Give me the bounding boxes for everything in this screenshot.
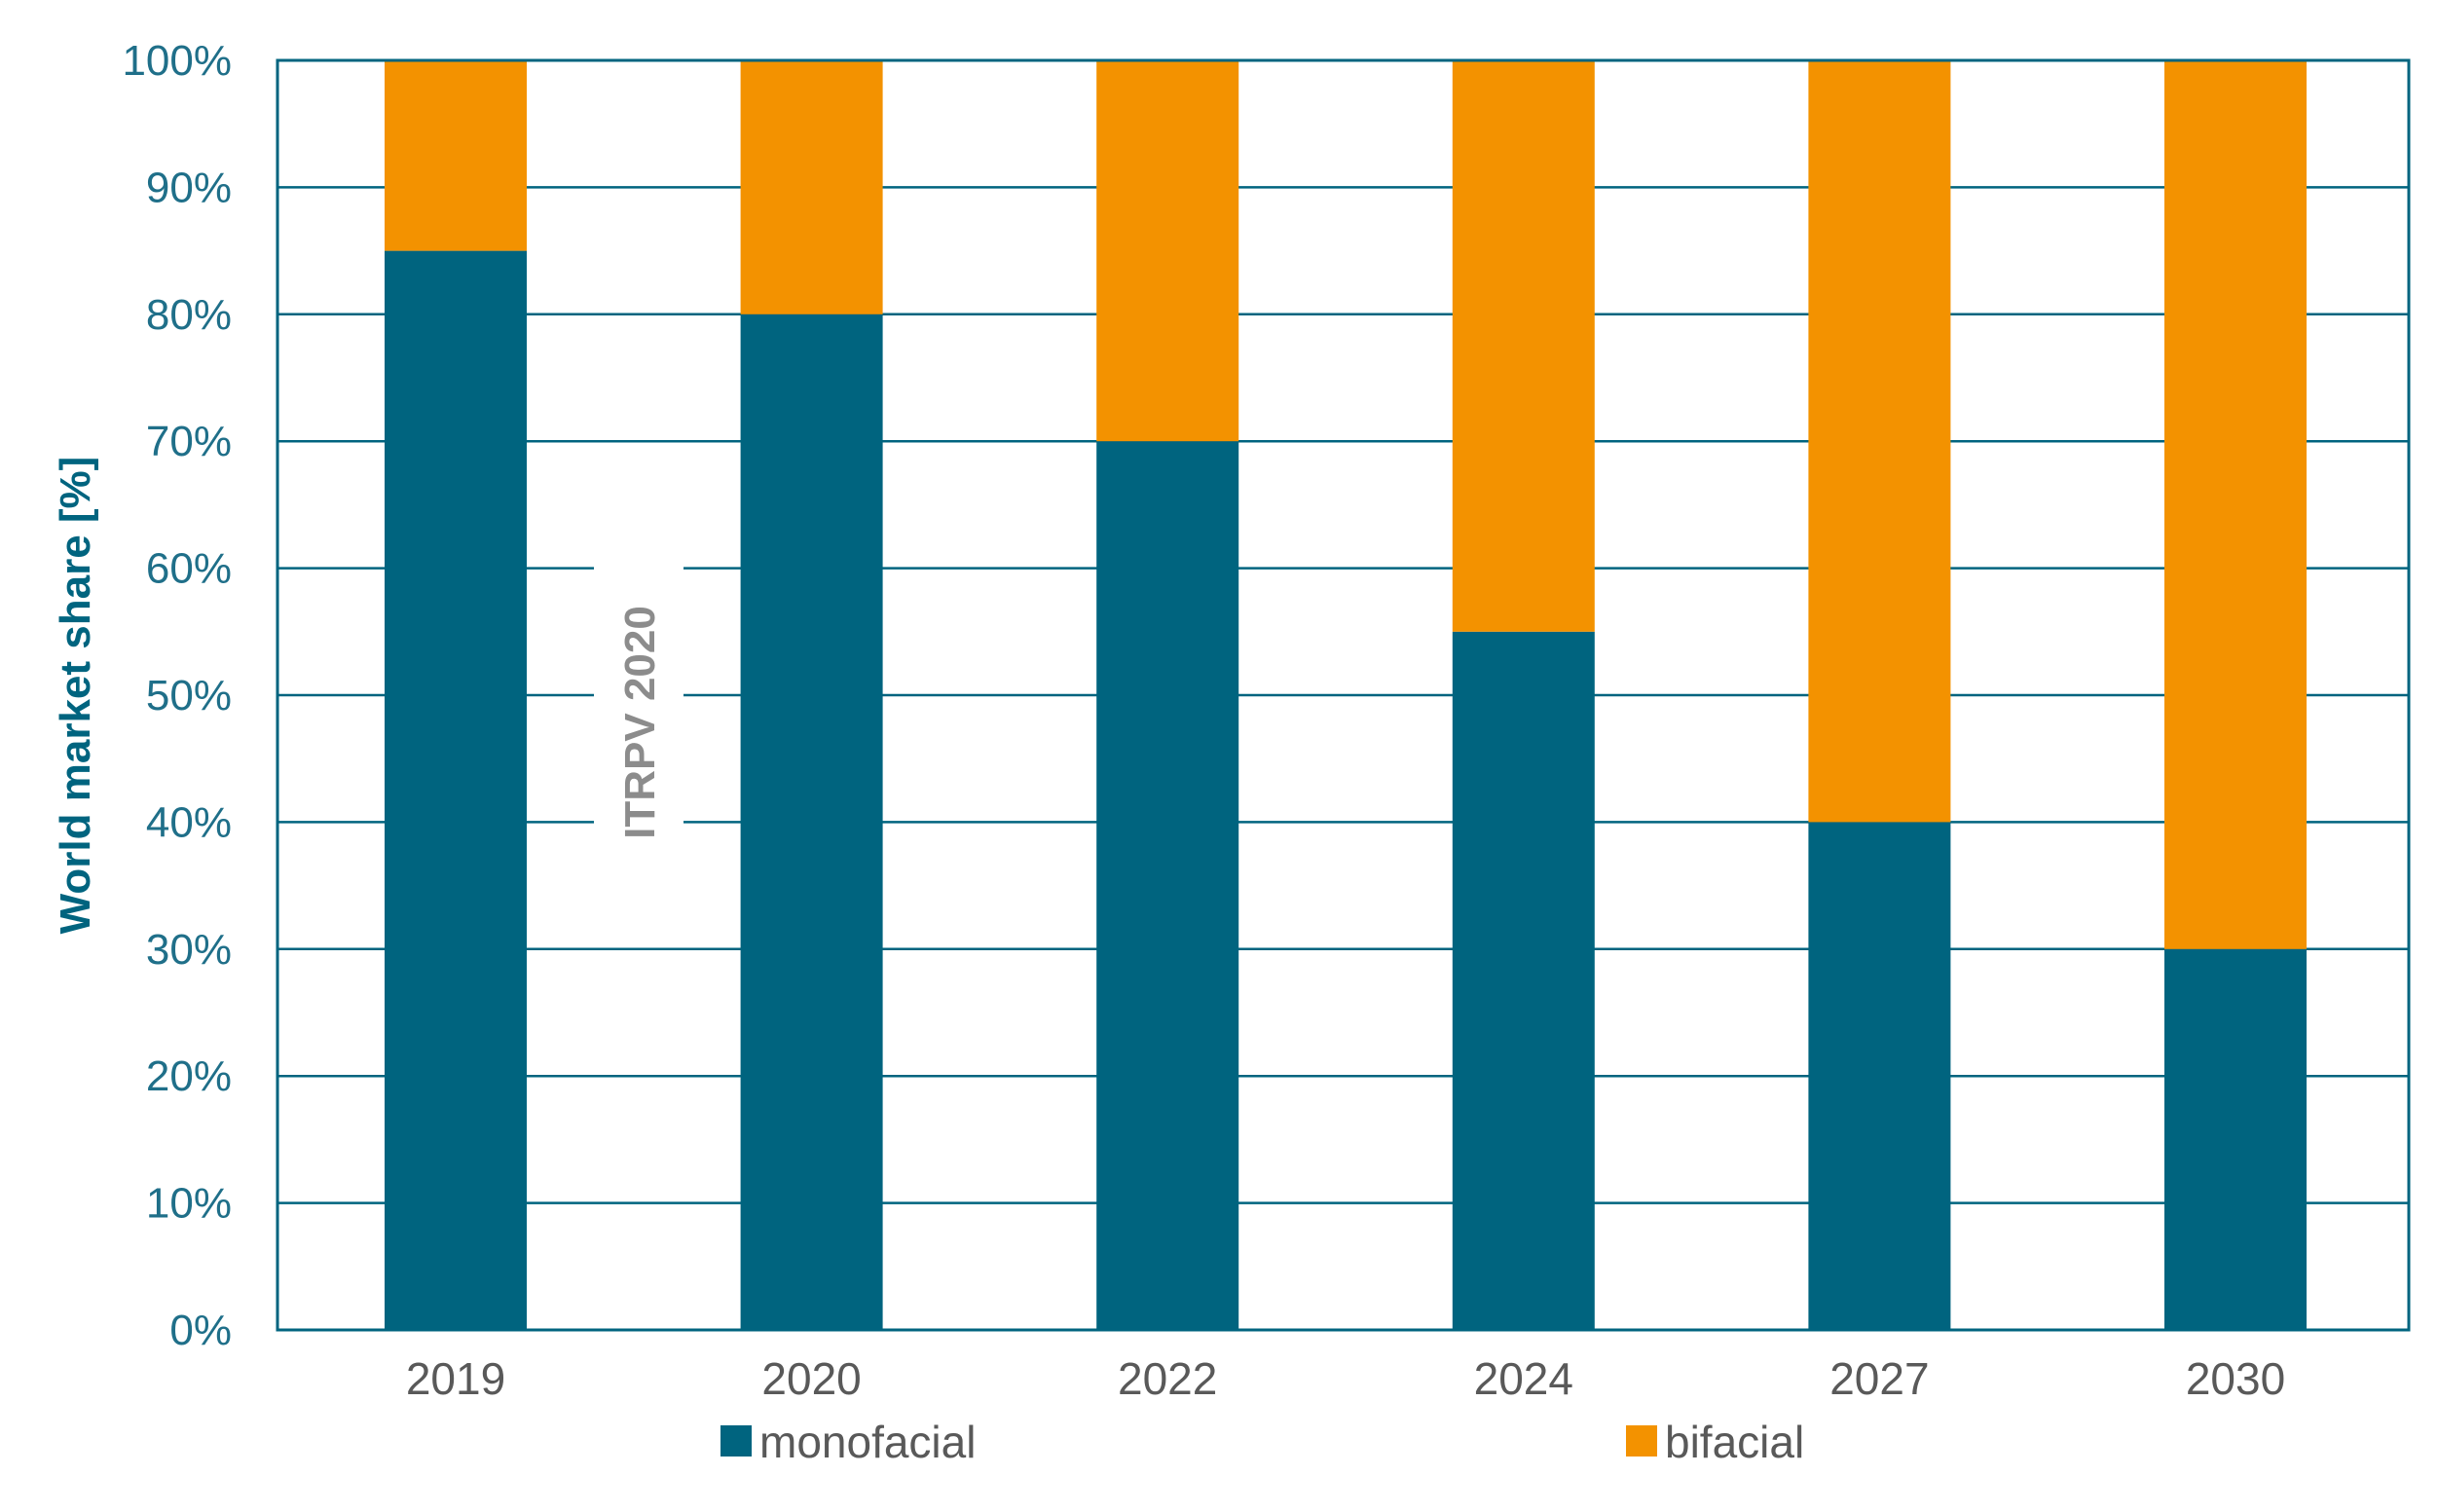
bar-monofacial-2030 (2164, 948, 2307, 1330)
plot-frame (276, 58, 2411, 1332)
x-tick-label: 2022 (1118, 1353, 1217, 1404)
bar-group-2022 (1096, 60, 1239, 1330)
y-tick-label: 30% (146, 926, 232, 974)
y-tick-label: 90% (146, 164, 232, 211)
plot-border (276, 58, 2411, 1332)
bar-group-2020 (740, 60, 883, 1330)
legend-label-monofacial: monofacial (759, 1417, 976, 1467)
bar-bifacial-2019 (385, 60, 527, 251)
legend-label-bifacial: bifacial (1665, 1417, 1804, 1467)
x-tick-label: 2030 (2186, 1353, 2285, 1404)
bar-bifacial-2024 (1452, 60, 1595, 632)
bar-monofacial-2020 (740, 313, 883, 1330)
bar-monofacial-2019 (385, 250, 527, 1331)
bar-bifacial-2022 (1096, 60, 1239, 442)
x-axis-ticks: 2019 2020 2022 2024 2027 2030 (406, 1353, 2285, 1404)
legend-swatch-monofacial (720, 1425, 752, 1457)
y-tick-label: 80% (146, 291, 232, 339)
x-tick-label: 2024 (1474, 1353, 1573, 1404)
x-tick-label: 2020 (761, 1353, 861, 1404)
legend-item-bifacial: bifacial (1626, 1417, 1804, 1467)
y-tick-label: 50% (146, 672, 232, 719)
bar-bifacial-2027 (1808, 60, 1951, 823)
y-axis-ticks: 0% 10% 20% 30% 40% 50% 60% 70% 80% 90% 100% (122, 37, 232, 1354)
y-tick-label: 0% (169, 1307, 232, 1354)
y-axis-label: World market share [%] (52, 457, 99, 935)
x-tick-label: 2019 (406, 1353, 505, 1404)
legend: monofacial bifacial (720, 1417, 1804, 1467)
bar-monofacial-2027 (1808, 822, 1951, 1330)
bars-layer (385, 60, 2307, 1331)
y-tick-label: 40% (146, 798, 232, 846)
bar-group-2024 (1452, 60, 1595, 1330)
annotation-itrpv: ITRPV 2020 (616, 606, 664, 839)
bar-bifacial-2030 (2164, 60, 2307, 949)
y-tick-label: 20% (146, 1052, 232, 1100)
bar-group-2027 (1808, 60, 1951, 1330)
bar-bifacial-2020 (740, 60, 883, 314)
bar-monofacial-2024 (1452, 631, 1595, 1330)
legend-item-monofacial: monofacial (720, 1417, 976, 1467)
y-tick-label: 60% (146, 545, 232, 593)
bar-group-2019 (385, 60, 527, 1331)
bar-monofacial-2022 (1096, 441, 1239, 1330)
x-tick-label: 2027 (1829, 1353, 1929, 1404)
bar-group-2030 (2164, 60, 2307, 1330)
y-tick-label: 70% (146, 418, 232, 465)
legend-swatch-bifacial (1626, 1425, 1657, 1457)
y-tick-label: 100% (122, 37, 232, 85)
annotation-background (594, 560, 683, 871)
y-tick-label: 10% (146, 1180, 232, 1228)
